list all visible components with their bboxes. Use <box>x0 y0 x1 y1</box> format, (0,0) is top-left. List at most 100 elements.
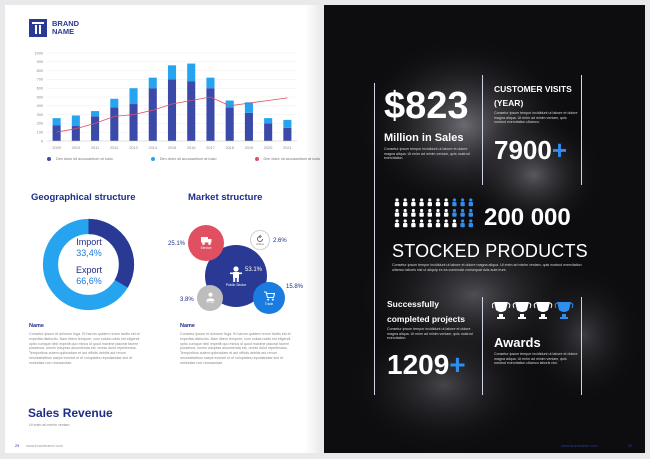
geo-donut-labels: Import 33,4% Export 66,6% <box>57 237 121 287</box>
product-icon <box>411 202 416 207</box>
product-icon <box>460 223 465 228</box>
trophy-handle <box>512 302 532 309</box>
trade-label: Trade <box>264 301 274 306</box>
divider-line <box>374 83 375 395</box>
product-icon <box>469 198 473 202</box>
product-icon <box>394 202 400 207</box>
product-icon <box>452 223 457 228</box>
visits-value: 7900 <box>494 135 552 165</box>
y-tick-label: 800 <box>37 69 43 73</box>
legend-label: Dim dolor sit accusantium at iusto <box>263 157 321 161</box>
visits-body: Consetur ipsum tempor incididunt ut labo… <box>494 111 578 125</box>
refresh-icon <box>257 234 263 242</box>
legend-swatch-icon <box>254 157 259 161</box>
product-icon <box>444 202 449 207</box>
user-icon <box>206 292 214 301</box>
bar-series-2 <box>283 119 292 128</box>
bar-series-1 <box>110 107 119 141</box>
y-tick-label: 200 <box>37 122 43 126</box>
divider-line <box>482 297 483 395</box>
bar-series-1 <box>206 88 215 141</box>
visits-plus: + <box>551 135 568 165</box>
public-sector-label: Public Sector <box>225 282 247 287</box>
product-icon <box>444 223 449 228</box>
private-label: Private <box>205 301 215 304</box>
product-icon <box>411 219 415 223</box>
projects-value: 1209 <box>387 349 450 380</box>
private-bubble: Private <box>197 285 223 311</box>
export-value: 66,6% <box>76 276 102 286</box>
product-icon <box>435 202 441 207</box>
import-arc <box>42 218 135 311</box>
service-pct: 25.1% <box>168 241 186 247</box>
x-tick-label: 2014 <box>149 146 157 150</box>
divider-line <box>581 297 582 395</box>
right-footer-url: www.brandname.com <box>561 444 598 448</box>
trophy-handle <box>533 302 553 309</box>
others-label: Others <box>256 242 264 246</box>
product-icon <box>444 212 449 217</box>
x-tick-label: 2021 <box>283 146 291 150</box>
product-icon <box>428 208 432 213</box>
product-icon <box>403 223 408 228</box>
stocked-body: Consetur ipsum tempor incididunt ut labo… <box>392 263 582 272</box>
bar-series-2 <box>71 115 80 127</box>
y-tick-label: 300 <box>37 113 43 117</box>
product-icon <box>461 198 465 202</box>
product-icon <box>436 219 440 223</box>
trophy-icon <box>557 302 571 319</box>
public-sector-pct: 53.1% <box>245 267 263 273</box>
legend-label: Dim dolor sit accusantium at iusto <box>56 157 113 161</box>
bar-series-2 <box>129 88 138 105</box>
x-tick-label: 2015 <box>168 146 176 150</box>
product-icon <box>452 202 457 207</box>
others-bubble: Others <box>250 230 270 250</box>
product-icon <box>411 198 415 202</box>
x-tick-label: 2017 <box>206 146 214 150</box>
product-icon <box>395 219 399 223</box>
x-tick-label: 2020 <box>264 146 272 150</box>
market-body: Consetur ipsum et dolorum fuga. Et harum… <box>180 332 291 365</box>
product-icon <box>444 208 448 213</box>
product-icon <box>461 208 465 213</box>
brand-logo: BRAND NAME <box>29 19 79 37</box>
x-tick-label: 2019 <box>245 146 253 150</box>
product-icon <box>411 208 415 213</box>
bar-series-1 <box>225 107 234 141</box>
product-icon <box>411 212 416 217</box>
x-tick-label: 2013 <box>129 146 137 150</box>
product-icon <box>403 198 407 202</box>
geo-body: Consetur ipsum et dolorum fuga. Et harum… <box>29 332 140 365</box>
x-tick-label: 2018 <box>225 146 233 150</box>
sales-revenue-title: Sales Revenue <box>28 406 113 420</box>
bar-series-1 <box>244 112 253 141</box>
product-icon <box>460 212 465 217</box>
left-page-number: 29 <box>15 444 20 448</box>
divider-line <box>482 75 483 185</box>
bar-series-1 <box>52 125 61 141</box>
x-tick-label: 2011 <box>91 146 99 150</box>
y-tick-label: 500 <box>37 95 43 99</box>
import-value: 33,4% <box>76 248 102 258</box>
product-icon <box>427 202 432 207</box>
left-footer-url: www.brandname.com <box>26 444 63 448</box>
product-icon <box>394 212 400 217</box>
bar-series-2 <box>187 63 196 82</box>
legend-item: Dim dolor sit accusantium at iusto <box>47 157 113 161</box>
projects-title-line2: completed projects <box>387 314 465 324</box>
bar-series-2 <box>52 118 61 126</box>
bar-series-1 <box>71 126 80 141</box>
x-tick-label: 2010 <box>72 146 80 150</box>
sales-amount-label: Million in Sales <box>384 132 464 144</box>
product-icon <box>461 219 465 223</box>
y-tick-label: 700 <box>37 78 43 82</box>
x-tick-label: 2016 <box>187 146 195 150</box>
awards-body: Consetur ipsum tempor incididunt ut labo… <box>494 352 578 366</box>
projects-plus: + <box>449 349 466 380</box>
bar-series-2 <box>264 118 273 124</box>
trophy-icon <box>494 302 508 319</box>
product-icon <box>427 223 432 228</box>
cart-icon <box>263 290 275 301</box>
product-icon <box>403 212 408 217</box>
